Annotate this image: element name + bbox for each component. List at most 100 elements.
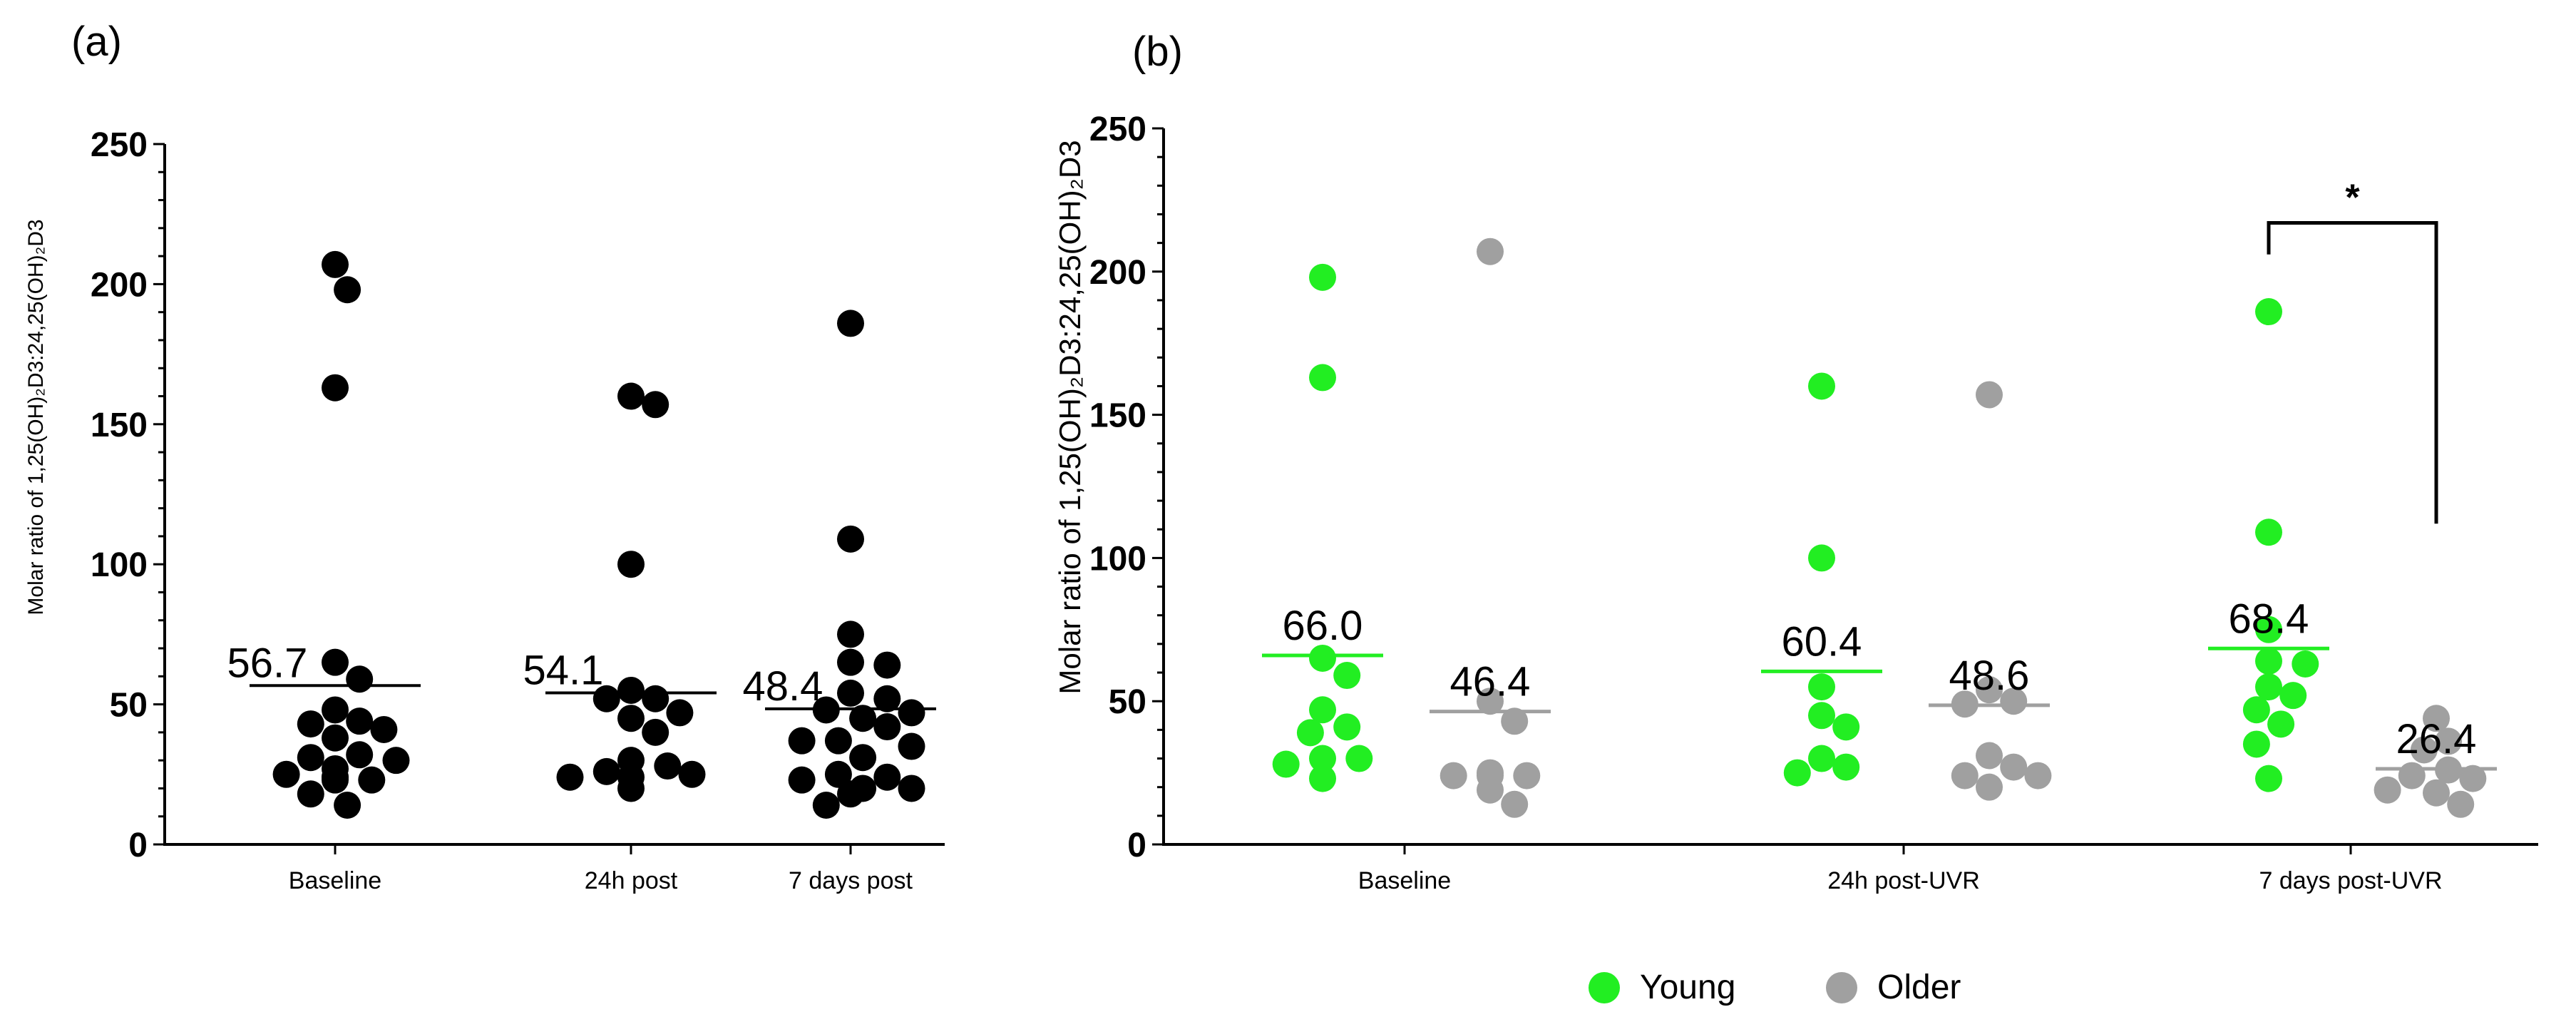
panel-b-point-young-baseline-8: [1345, 745, 1373, 772]
panel-b-point-older-7-days-post-uvr-1: [2435, 727, 2463, 755]
panel-a-median-label-baseline: 56.7: [227, 640, 308, 686]
panel-b-x-tick-label-24h-post-uvr: 24h post-UVR: [1827, 867, 1980, 894]
panel-a-y-tick-label-250: 250: [91, 126, 148, 164]
panel-b-point-young-7-days-post-uvr-10: [2255, 765, 2282, 792]
panel-a-point-7-days-post-6: [873, 685, 901, 712]
panel-a-point-7-days-post-2: [837, 620, 864, 648]
panel-b-point-young-baseline-7: [1309, 745, 1336, 772]
panel-a-point-baseline-20: [334, 792, 361, 819]
panel-a-point-7-days-post-10: [873, 713, 901, 741]
panel-a-point-24h-post-2: [617, 551, 645, 578]
panel-b-point-young-24h-post-uvr-3: [1808, 702, 1835, 730]
panel-a-median-label-24h-post: 54.1: [523, 647, 604, 693]
panel-b-marks: 66.0 60.4 68.4 46.4 48.6 26.4: [1262, 237, 2497, 818]
panel-a-point-24h-post-7: [617, 705, 645, 732]
panel-b-median-label-young-24h-post-uvr: 60.4: [1782, 618, 1862, 665]
panel-b-y-axis-label: Molar ratio of 1,25(OH)₂D3:24,25(OH)₂D3: [1053, 140, 1087, 694]
panel-b-point-older-7-days-post-uvr-7: [2423, 779, 2450, 807]
panel-b-point-young-7-days-post-uvr-6: [2279, 682, 2307, 710]
panel-b-point-young-24h-post-uvr-6: [1832, 753, 1860, 781]
panel-b-median-label-older-baseline: 46.4: [1450, 659, 1531, 705]
panel-b: (b) Molar ratio of 1,25(OH)₂D3:24,25(OH)…: [1053, 29, 2538, 1006]
panel-a-median-label-7-days-post: 48.4: [743, 663, 823, 710]
panel-a-point-baseline-2: [322, 374, 349, 402]
panel-a-point-baseline-14: [272, 760, 300, 788]
panel-b-point-older-24h-post-uvr-2: [2000, 688, 2028, 715]
panel-b-y-tick-label-200: 200: [1089, 254, 1146, 292]
panel-b-point-young-7-days-post-uvr-2: [2255, 615, 2282, 643]
panel-a-point-24h-post-13: [556, 763, 584, 791]
panel-b-point-older-baseline-4: [1513, 762, 1541, 790]
panel-b-point-young-baseline-10: [1309, 765, 1336, 792]
panel-b-point-young-baseline-5: [1333, 713, 1361, 741]
panel-b-point-young-24h-post-uvr-1: [1808, 544, 1835, 572]
panel-b-point-young-7-days-post-uvr-8: [2267, 710, 2295, 738]
panel-b-point-older-24h-post-uvr-0: [1976, 381, 2003, 409]
panel-b-point-older-7-days-post-uvr-4: [2398, 762, 2426, 790]
legend-label-older: Older: [1877, 969, 1961, 1006]
panel-b-y-tick-label-250: 250: [1089, 111, 1146, 148]
panel-a-point-7-days-post-12: [788, 727, 816, 755]
panel-a-point-baseline-7: [297, 710, 324, 738]
panel-b-point-older-24h-post-uvr-8: [1976, 773, 2003, 801]
panel-b-point-older-baseline-0: [1477, 237, 1504, 265]
panel-a-y-tick-label-0: 0: [128, 827, 148, 864]
panel-b-median-label-older-24h-post-uvr: 48.6: [1949, 653, 2030, 699]
panel-b-point-young-7-days-post-uvr-5: [2255, 673, 2282, 701]
panel-a-point-24h-post-1: [642, 391, 669, 419]
panel-b-point-older-24h-post-uvr-1: [1976, 676, 2003, 704]
panel-b-y-tick-label-50: 50: [1109, 683, 1146, 721]
panel-a-point-7-days-post-20: [837, 780, 864, 808]
panel-a-label: (a): [71, 19, 122, 65]
panel-a-point-7-days-post-8: [898, 699, 925, 727]
panel-b-point-young-24h-post-uvr-5: [1808, 745, 1835, 772]
panel-a-point-24h-post-4: [642, 685, 669, 712]
panel-a-point-7-days-post-4: [873, 651, 901, 679]
panel-b-point-young-7-days-post-uvr-3: [2255, 647, 2282, 675]
panel-b-point-young-7-days-post-uvr-9: [2242, 730, 2270, 758]
panel-a-point-7-days-post-19: [898, 775, 925, 802]
panel-a-point-baseline-19: [297, 780, 324, 808]
panel-b-point-young-baseline-1: [1309, 364, 1336, 392]
panel-b-median-label-young-7-days-post-uvr: 68.4: [2229, 596, 2309, 642]
panel-b-point-older-7-days-post-uvr-0: [2423, 705, 2450, 732]
panel-b-point-older-7-days-post-uvr-8: [2447, 790, 2475, 818]
panel-a-x-tick-label-7-days-post: 7 days post: [789, 867, 913, 894]
significance-star: *: [2345, 178, 2360, 219]
panel-a-point-baseline-6: [346, 707, 374, 735]
panel-a-point-24h-post-12: [678, 760, 706, 788]
panel-b-label: (b): [1132, 29, 1183, 75]
panel-b-point-older-24h-post-uvr-6: [1951, 762, 1979, 790]
panel-b-point-young-baseline-9: [1272, 750, 1300, 778]
panel-a-point-baseline-12: [382, 747, 410, 775]
panel-b-legend: Young Older: [1589, 969, 1961, 1006]
panel-a-point-24h-post-10: [654, 752, 682, 780]
panel-a-point-24h-post-8: [642, 718, 669, 746]
panel-a-point-baseline-3: [322, 648, 349, 676]
panel-b-y-tick-label-0: 0: [1127, 827, 1146, 864]
panel-b-point-older-baseline-5: [1440, 762, 1467, 790]
panel-a-y-tick-label-150: 150: [91, 407, 148, 444]
panel-a-point-baseline-0: [322, 250, 349, 278]
panel-a-point-7-days-post-13: [898, 732, 925, 760]
panel-a-y-axis-label: Molar ratio of 1,25(OH)₂D3:24,25(OH)₂D3: [24, 219, 48, 615]
panel-a-point-24h-post-6: [666, 699, 694, 727]
panel-b-point-young-7-days-post-uvr-4: [2292, 650, 2319, 678]
panel-b-point-older-7-days-post-uvr-5: [2459, 765, 2487, 792]
panel-a-x-tick-label-baseline: Baseline: [289, 867, 381, 894]
panel-a-point-7-days-post-9: [849, 705, 877, 732]
legend-marker-older: [1826, 972, 1857, 1003]
panel-b-point-older-7-days-post-uvr-6: [2374, 776, 2401, 804]
panel-a-point-7-days-post-15: [824, 760, 852, 788]
panel-a-point-7-days-post-3: [837, 648, 864, 676]
panel-b-x-tick-label-7-days-post-uvr: 7 days post-UVR: [2259, 867, 2443, 894]
panel-a-point-7-days-post-14: [849, 744, 877, 772]
panel-b-point-young-24h-post-uvr-0: [1808, 372, 1835, 400]
panel-a-point-baseline-18: [322, 766, 349, 794]
panel-a-point-baseline-4: [346, 665, 374, 693]
panel-b-point-older-baseline-2: [1501, 707, 1529, 735]
panel-a-point-7-days-post-21: [812, 792, 840, 819]
panel-a-x-tick-label-24h-post: 24h post: [585, 867, 678, 894]
legend-marker-young: [1589, 972, 1620, 1003]
